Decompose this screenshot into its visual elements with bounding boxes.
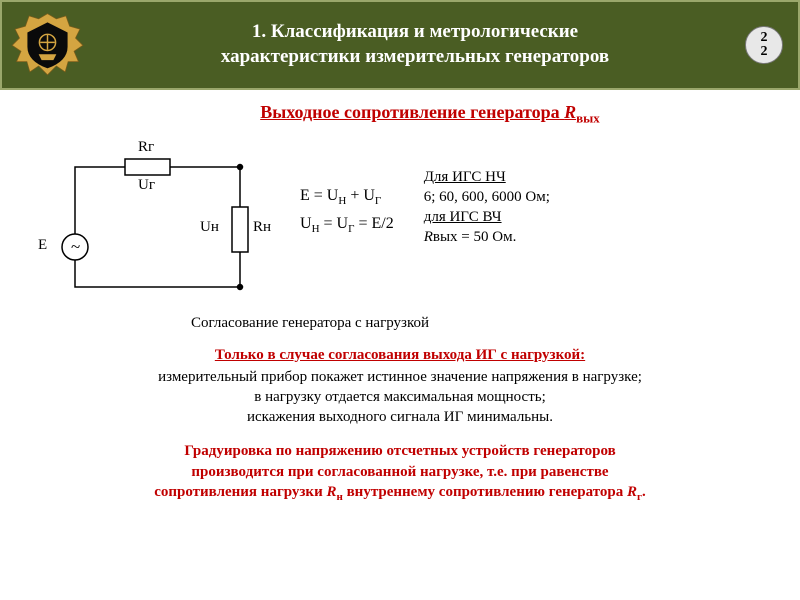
subheading: Только в случае согласования выхода ИГ с… <box>30 347 770 364</box>
circuit-caption: Согласование генератора с нагрузкой <box>0 315 770 332</box>
label-E: Е <box>38 237 47 254</box>
note-l1: Для ИГС НЧ <box>424 167 550 187</box>
label-Rn: Rн <box>253 219 271 236</box>
page-b: 2 <box>761 45 768 59</box>
label-Ug: Uг <box>138 177 155 194</box>
header-title: 1. Классификация и метрологические харак… <box>85 20 745 69</box>
title-line1: 1. Классификация и метрологические <box>252 21 578 42</box>
right-notes: Для ИГС НЧ 6; 60, 600, 6000 Ом; для ИГС … <box>424 167 550 248</box>
body-text: измерительный прибор покажет истинное зн… <box>30 367 770 428</box>
note-l4: Rвых = 50 Ом. <box>424 227 550 247</box>
note-l3: для ИГС ВЧ <box>424 207 550 227</box>
section-title: Выходное сопротивление генератора Rвых <box>90 102 770 127</box>
circuit-diagram: Е ~ Rг Uг Uн Rн <box>30 137 280 307</box>
body-l1: измерительный прибор покажет истинное зн… <box>30 367 770 387</box>
final-l2: производится при согласованной нагрузке,… <box>30 462 770 482</box>
formula-block: Е = UН + UГ UН = UГ = Е/2 <box>300 182 394 240</box>
formula-2: UН = UГ = Е/2 <box>300 210 394 239</box>
title-line2: характеристики измерительных генераторов <box>221 46 609 67</box>
circuit-svg <box>30 137 280 307</box>
content-area: Выходное сопротивление генератора Rвых <box>0 90 800 505</box>
page-number-badge: 2 2 <box>745 26 783 64</box>
final-paragraph: Градуировка по напряжению отсчетных устр… <box>30 441 770 504</box>
military-emblem-icon <box>10 10 85 80</box>
final-l1: Градуировка по напряжению отсчетных устр… <box>30 441 770 461</box>
section-title-pre: Выходное сопротивление генератора <box>260 102 564 122</box>
label-Un: Uн <box>200 219 219 236</box>
final-l3: сопротивления нагрузки Rн внутреннему со… <box>30 482 770 505</box>
section-title-sub: вых <box>576 111 600 126</box>
label-tilde: ~ <box>71 237 80 257</box>
mid-row: Е ~ Rг Uг Uн Rн Е = UН + UГ UН = UГ = Е/… <box>30 137 770 307</box>
formula-1: Е = UН + UГ <box>300 182 394 211</box>
header-bar: 1. Классификация и метрологические харак… <box>0 0 800 90</box>
note-l2: 6; 60, 600, 6000 Ом; <box>424 187 550 207</box>
page-a: 2 <box>761 31 768 45</box>
section-title-R: R <box>564 102 576 122</box>
body-l2: в нагрузку отдается максимальная мощност… <box>30 387 770 407</box>
body-l3: искажения выходного сигнала ИГ минимальн… <box>30 407 770 427</box>
label-Rg: Rг <box>138 139 154 156</box>
